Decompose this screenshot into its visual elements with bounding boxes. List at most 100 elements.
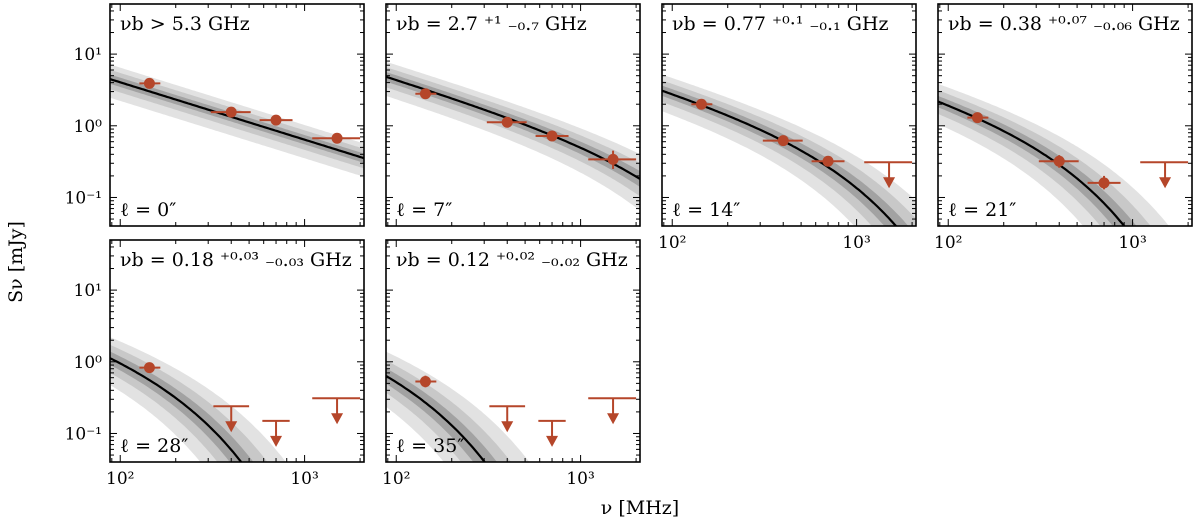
panel-p4: 10² 10³ νb = 0.38 ⁺⁰·⁰⁷ ₋₀.₀₆ GHz ℓ = 21″: [934, 3, 1193, 253]
y-tick-label: 10⁰: [74, 353, 103, 373]
data-point: [139, 77, 161, 89]
data-marker: [270, 114, 282, 126]
x-tick-label: 10³: [566, 469, 594, 489]
data-point: [259, 114, 293, 126]
panel-title: νb = 2.7 ⁺¹ ₋₀.₇ GHz: [396, 13, 587, 35]
data-marker: [143, 77, 155, 89]
data-point: [139, 362, 161, 374]
panel-frame: [385, 239, 641, 463]
panel-distance-label: ℓ = 7″: [396, 199, 452, 221]
upper-limit: [864, 161, 913, 189]
panel-p6: 10² 10³ νb = 0.12 ⁺⁰·⁰² ₋₀.₀₂ GHz ℓ = 35″: [382, 239, 641, 489]
x-tick-label: 10²: [658, 233, 686, 253]
y-tick-label: 10¹: [74, 281, 102, 301]
upper-limit-arrow: [1159, 177, 1172, 189]
data-marker: [225, 106, 237, 118]
upper-limit: [538, 419, 566, 447]
panel-title: νb = 0.18 ⁺⁰·⁰³ ₋₀.₀₃ GHz: [120, 249, 352, 271]
upper-limit-arrow: [546, 435, 559, 447]
data-point: [535, 130, 569, 142]
panel-plot-area: [662, 74, 916, 226]
panel-distance-label: ℓ = 0″: [120, 199, 176, 221]
y-tick-label: 10⁻¹: [65, 188, 102, 208]
panel-plot-area: [110, 64, 364, 177]
ticks: [110, 239, 364, 463]
data-marker: [1053, 155, 1065, 167]
data-point: [415, 375, 437, 388]
upper-limit: [588, 397, 637, 425]
panel-frame: [109, 239, 365, 463]
panel-p3: 10² 10³ νb = 0.77 ⁺⁰·¹ ₋₀.₁ GHz ℓ = 14″: [658, 3, 917, 253]
panel-title: νb > 5.3 GHz: [120, 13, 250, 35]
data-point: [691, 98, 713, 110]
x-tick-label: 10²: [382, 469, 410, 489]
ticks: [386, 3, 640, 227]
data-point: [210, 106, 251, 118]
panels: 10⁻¹ 10⁰ 10¹ νb > 5.3 GHz ℓ = 0″ νb = 2.7 ⁺¹ …: [65, 3, 1193, 489]
upper-limit-arrow: [225, 421, 238, 433]
y-tick-label: 10¹: [74, 45, 102, 65]
ticks: [938, 3, 1192, 227]
band-inner: [938, 95, 1137, 226]
upper-limit-arrow: [501, 421, 514, 433]
data-marker: [822, 155, 834, 167]
ticks: [662, 3, 916, 227]
panel-plot-area: [110, 337, 361, 462]
panel-frame: [661, 3, 917, 227]
panel-frame: [109, 3, 365, 227]
data-point: [415, 88, 437, 100]
data-marker: [1098, 177, 1110, 189]
upper-limit: [312, 397, 361, 425]
x-tick-label: 10³: [842, 233, 870, 253]
data-marker: [143, 362, 155, 374]
panel-p2: νb = 2.7 ⁺¹ ₋₀.₇ GHz ℓ = 7″: [385, 3, 641, 227]
panel-distance-label: ℓ = 28″: [120, 435, 188, 457]
data-marker: [971, 112, 983, 124]
model-line: [110, 357, 243, 462]
panel-plot-area: [938, 83, 1189, 226]
upper-limit-arrow: [883, 177, 896, 189]
y-axis-title: Sν [mJy]: [5, 221, 27, 303]
upper-limit: [489, 405, 526, 433]
x-tick-label: 10³: [1118, 233, 1146, 253]
panel-plot-area: [386, 351, 637, 462]
panel-distance-label: ℓ = 14″: [672, 199, 740, 221]
x-tick-label: 10³: [290, 469, 318, 489]
data-point: [312, 132, 361, 144]
upper-limit-arrow: [607, 413, 620, 425]
upper-limit-arrow: [331, 413, 344, 425]
upper-limit: [1140, 161, 1189, 189]
data-marker: [331, 132, 343, 144]
x-axis-title: ν [MHz]: [601, 497, 679, 519]
data-marker: [607, 153, 619, 165]
data-marker: [546, 130, 558, 142]
data-point: [588, 150, 637, 169]
data-point: [486, 116, 527, 128]
band-inner: [386, 72, 640, 187]
data-marker: [695, 98, 707, 110]
panel-distance-label: ℓ = 21″: [948, 199, 1016, 221]
band-outer: [386, 351, 530, 462]
upper-limit: [262, 419, 290, 447]
data-marker: [501, 116, 513, 128]
ticks: [110, 3, 364, 227]
y-tick-label: 10⁻¹: [65, 424, 102, 444]
panel-p5: 10² 10³ 10⁻¹ 10⁰ 10¹ νb = 0.18 ⁺⁰·⁰³ ₋₀.₀₃ GH…: [65, 239, 365, 489]
y-tick-label: 10⁰: [74, 117, 103, 137]
panel-frame: [937, 3, 1193, 227]
panel-title: νb = 0.77 ⁺⁰·¹ ₋₀.₁ GHz: [672, 13, 889, 35]
model-line: [386, 374, 487, 462]
ticks: [386, 239, 640, 463]
data-point: [1038, 155, 1079, 168]
panel-plot-area: [386, 61, 640, 211]
panel-title: νb = 0.12 ⁺⁰·⁰² ₋₀.₀₂ GHz: [396, 249, 628, 271]
x-tick-label: 10²: [934, 233, 962, 253]
panel-p1: 10⁻¹ 10⁰ 10¹ νb > 5.3 GHz ℓ = 0″: [65, 3, 365, 227]
panel-distance-label: ℓ = 35″: [396, 435, 464, 457]
upper-limit: [213, 405, 250, 433]
data-marker: [419, 376, 431, 388]
model-line: [110, 78, 364, 160]
data-point: [811, 155, 845, 167]
x-tick-label: 10²: [106, 469, 134, 489]
